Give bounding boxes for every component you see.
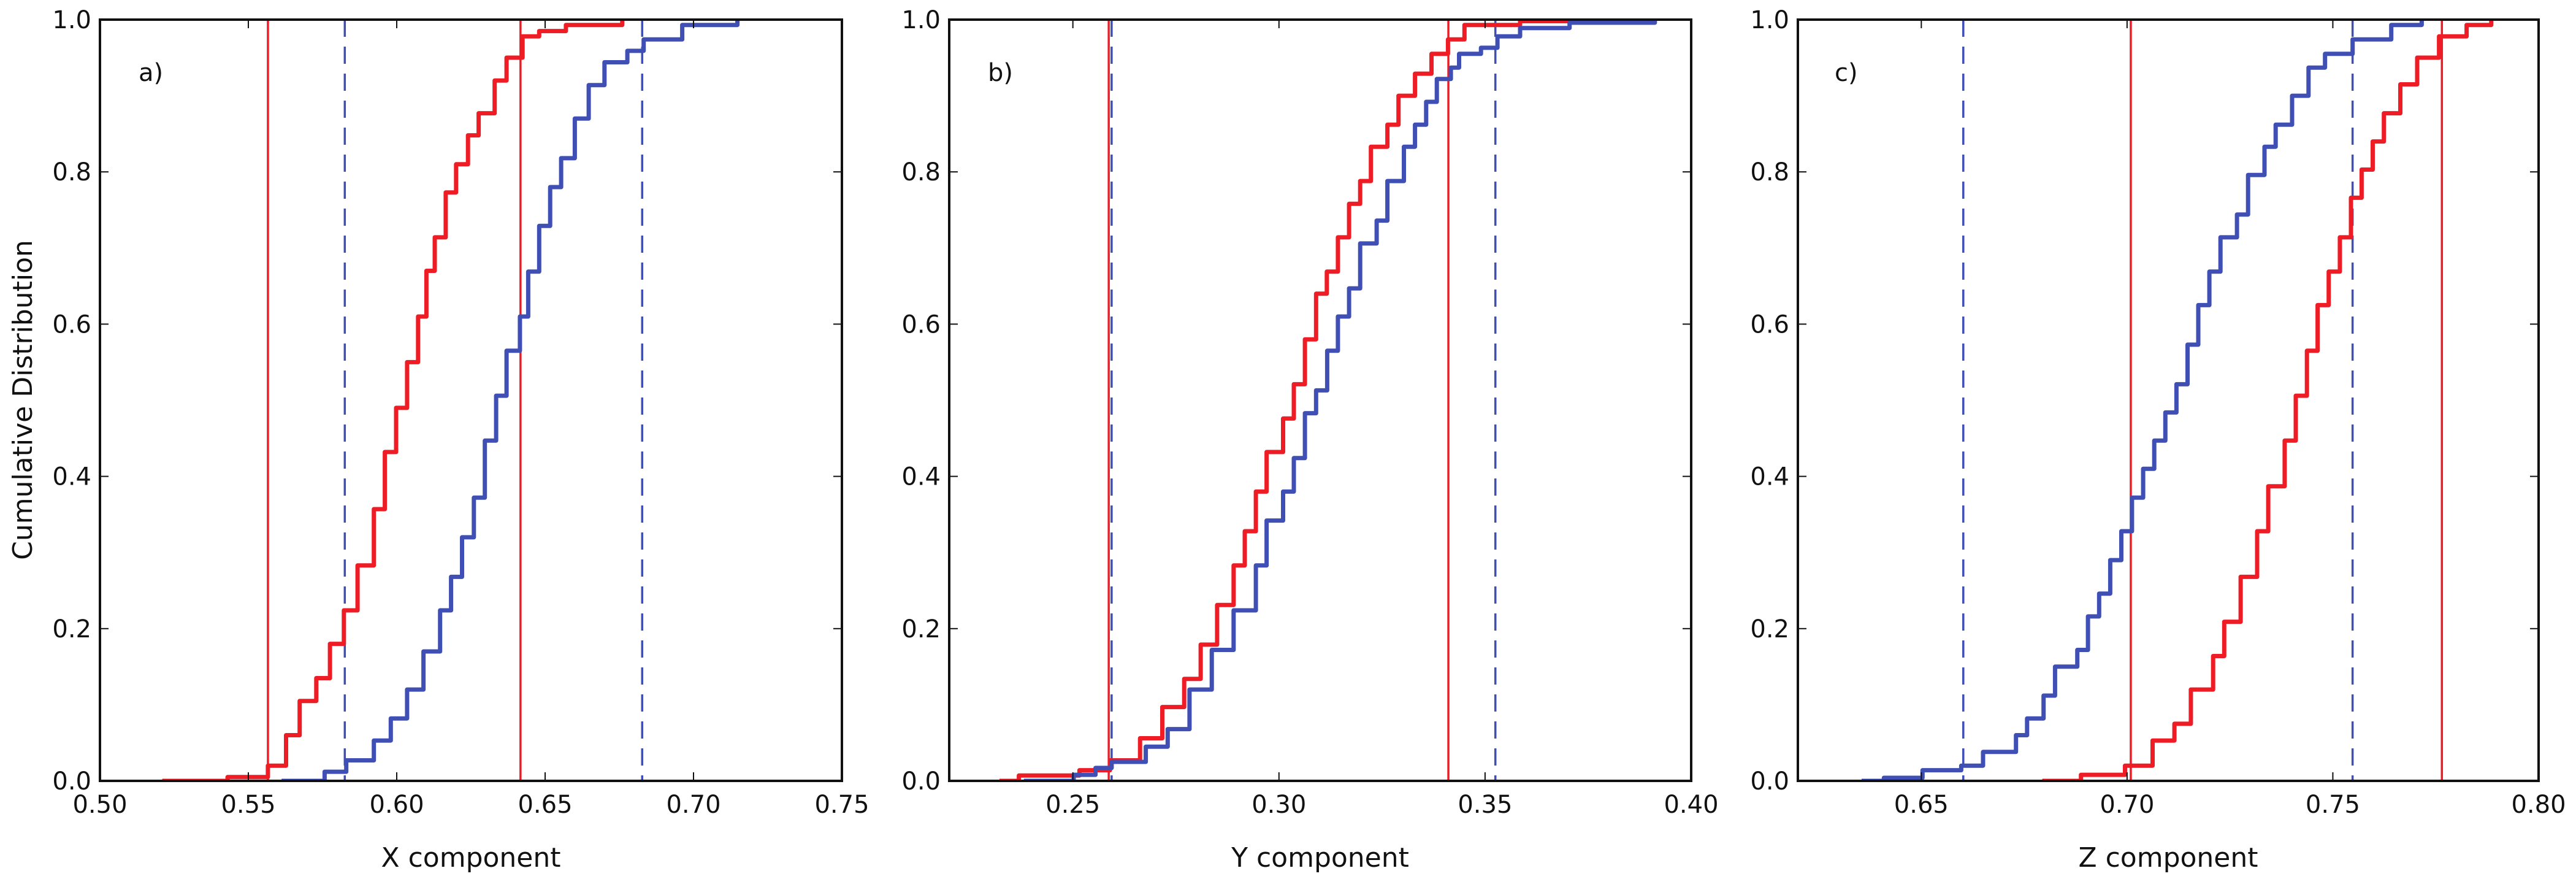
y-tick-label: 0.4 xyxy=(52,463,91,491)
x-tick-label: 0.70 xyxy=(2100,791,2154,819)
x-tick-label: 0.65 xyxy=(518,791,572,819)
x-tick-label: 0.35 xyxy=(1458,791,1512,819)
y-tick-label: 1.0 xyxy=(1750,6,1789,34)
cdf-line-red xyxy=(999,19,1578,781)
plot-frame xyxy=(1797,18,2540,782)
x-axis-label: X component xyxy=(381,842,560,874)
x-tick-label: 0.80 xyxy=(2511,791,2566,819)
y-tick-label: 0.0 xyxy=(901,767,941,796)
x-axis-label: Y component xyxy=(1231,842,1409,874)
cdf-line-blue xyxy=(281,20,740,781)
panel-b: 0.25 0.30 0.35 0.40 0.0 0.2 0.4 0.6 0.8 1.0 Y comp… xyxy=(901,6,1718,874)
x-tick-label: 0.55 xyxy=(221,791,275,819)
x-tick-label: 0.70 xyxy=(666,791,720,819)
y-tick-label: 0.6 xyxy=(1750,310,1789,339)
x-tick-label: 0.60 xyxy=(369,791,424,819)
plot-frame xyxy=(948,18,1692,782)
cdf-line-red xyxy=(2042,20,2494,781)
x-axis-label: Z component xyxy=(2078,842,2258,874)
y-tick-label: 0.6 xyxy=(52,310,91,339)
x-tick-label: 0.50 xyxy=(72,791,127,819)
cdf-line-red xyxy=(162,20,625,781)
x-tick-label: 0.30 xyxy=(1252,791,1306,819)
y-tick-label: 0.4 xyxy=(1750,463,1789,491)
panel-c: 0.65 0.70 0.75 0.80 0.0 0.2 0.4 0.6 0.8 1.0 Z comp… xyxy=(1750,6,2566,874)
x-tick-label: 0.65 xyxy=(1894,791,1949,819)
y-tick-label: 0.6 xyxy=(901,310,941,339)
y-tick-label: 0.8 xyxy=(1750,158,1789,186)
y-tick-label: 0.2 xyxy=(901,615,941,643)
x-tick-label: 0.40 xyxy=(1664,791,1718,819)
panel-label: b) xyxy=(988,59,1013,87)
y-tick-label: 0.2 xyxy=(1750,615,1789,643)
cdf-line-blue xyxy=(1862,20,2424,781)
cdf-line-blue xyxy=(1023,20,1657,781)
y-axis-label: Cumulative Distribution xyxy=(7,240,39,560)
panel-a: 0.50 0.55 0.60 0.65 0.70 0.75 0.0 0.2 0.4 0.6 0.8 1… xyxy=(52,6,869,874)
x-tick-label: 0.75 xyxy=(814,791,869,819)
y-tick-label: 0.2 xyxy=(52,615,91,643)
y-tick-label: 0.8 xyxy=(52,158,91,186)
y-tick-label: 0.0 xyxy=(52,767,91,796)
y-tick-label: 1.0 xyxy=(901,6,941,34)
plot-frame xyxy=(99,18,843,782)
x-tick-label: 0.25 xyxy=(1045,791,1100,819)
y-tick-label: 1.0 xyxy=(52,6,91,34)
panel-label: a) xyxy=(139,59,163,87)
y-tick-label: 0.4 xyxy=(901,463,941,491)
x-tick-label: 0.75 xyxy=(2306,791,2360,819)
y-tick-label: 0.8 xyxy=(901,158,941,186)
panel-label: c) xyxy=(1835,59,1858,87)
y-tick-label: 0.0 xyxy=(1750,767,1789,796)
